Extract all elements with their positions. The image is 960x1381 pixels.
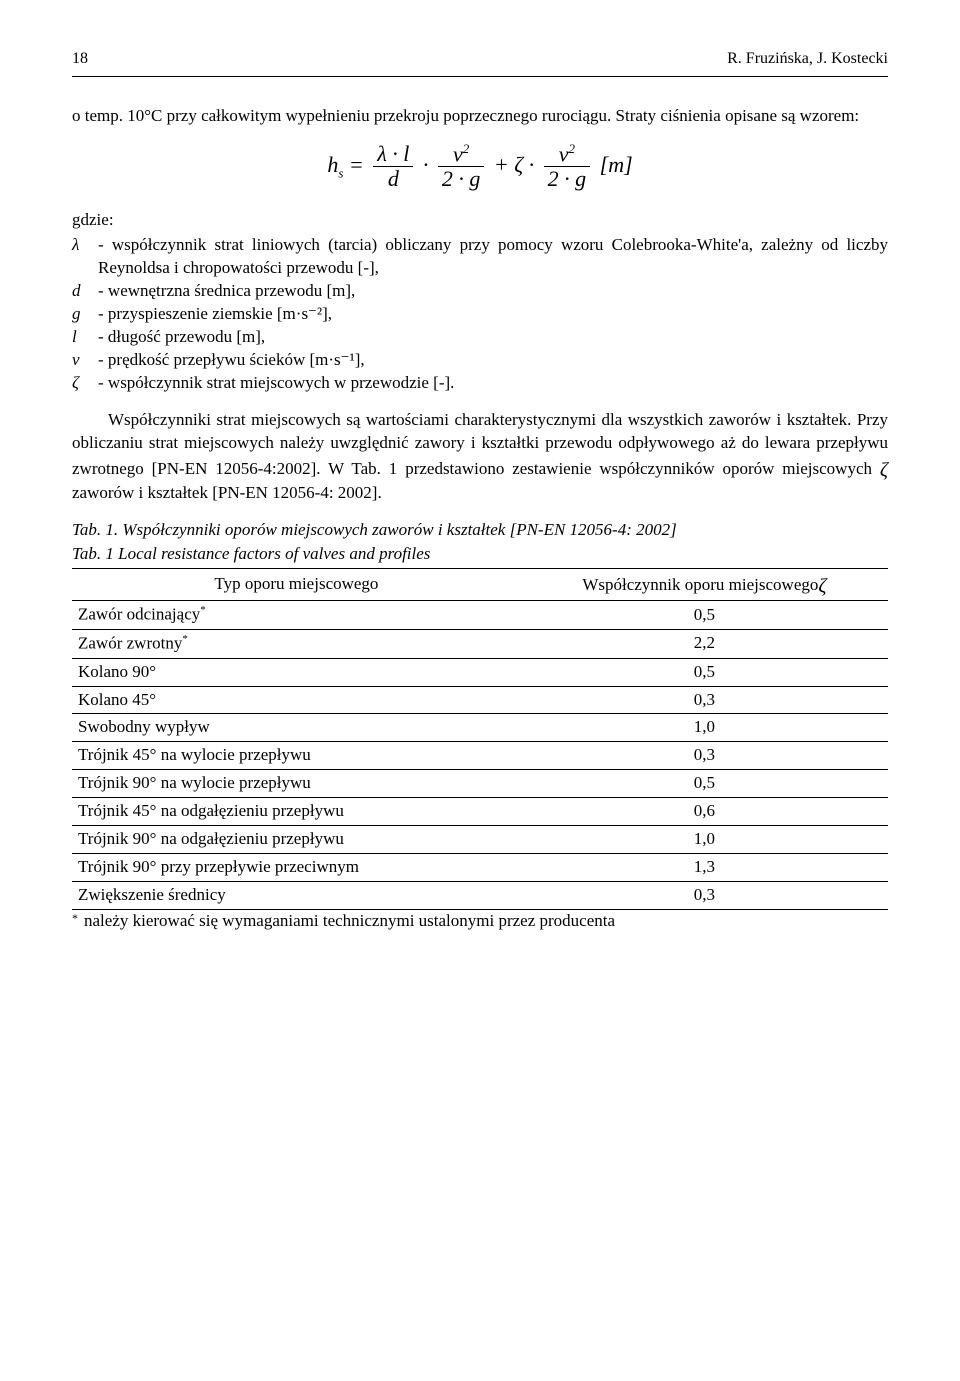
- formula-dot-2: ·: [529, 151, 535, 176]
- para2-zeta: ζ: [880, 459, 888, 481]
- row-value: 1,0: [521, 826, 888, 854]
- frac-num-1: λ · l: [373, 142, 413, 167]
- para2-text-a: Współczynniki strat miejscowych są warto…: [72, 410, 888, 478]
- table-row: Trójnik 90° na odgałęzieniu przepływu1,0: [72, 826, 888, 854]
- table-row: Kolano 45°0,3: [72, 686, 888, 714]
- row-label: Zawór odcinający*: [72, 601, 521, 630]
- table-row: Trójnik 90° przy przepływie przeciwnym1,…: [72, 854, 888, 882]
- table-row: Zawór odcinający*0,5: [72, 601, 888, 630]
- page-number: 18: [72, 48, 88, 70]
- table-row: Kolano 90°0,5: [72, 658, 888, 686]
- row-label: Trójnik 45° na wylocie przepływu: [72, 742, 521, 770]
- footnote-star: *: [72, 910, 78, 933]
- row-label: Trójnik 90° na odgałęzieniu przepływu: [72, 826, 521, 854]
- row-value: 0,6: [521, 798, 888, 826]
- def-text: - przyspieszenie ziemskie [m·s⁻²],: [98, 303, 888, 326]
- def-symbol: v: [72, 349, 98, 372]
- def-symbol: ζ: [72, 372, 98, 395]
- def-line: v - prędkość przepływu ścieków [m·s⁻¹],: [72, 349, 888, 372]
- table-row: Trójnik 90° na wylocie przepływu0,5: [72, 770, 888, 798]
- table-col-type: Typ oporu miejscowego: [72, 569, 521, 601]
- formula-h: h: [327, 151, 338, 176]
- def-text: - długość przewodu [m],: [98, 326, 888, 349]
- header-rule: [72, 76, 888, 77]
- row-value: 0,5: [521, 770, 888, 798]
- table-row: Zawór zwrotny*2,2: [72, 630, 888, 659]
- row-label: Trójnik 90° na wylocie przepływu: [72, 770, 521, 798]
- row-star: *: [200, 604, 206, 616]
- def-line: d - wewnętrzna średnica przewodu [m],: [72, 280, 888, 303]
- row-label: Trójnik 45° na odgałęzieniu przepływu: [72, 798, 521, 826]
- paragraph-2: Współczynniki strat miejscowych są warto…: [72, 409, 888, 505]
- formula-zeta: ζ: [514, 151, 523, 176]
- row-value: 0,3: [521, 882, 888, 910]
- v-sup-b: 2: [569, 141, 576, 156]
- table-row: Swobodny wypływ1,0: [72, 714, 888, 742]
- table-col-coeff: Współczynnik oporu miejscowegoζ: [521, 569, 888, 601]
- table-row: Trójnik 45° na odgałęzieniu przepływu0,6: [72, 798, 888, 826]
- row-star: *: [182, 633, 188, 645]
- def-symbol: l: [72, 326, 98, 349]
- frac-num-3: v2: [544, 142, 591, 168]
- frac-v2-2g-b: v2 2 · g: [544, 142, 591, 192]
- frac-v2-2g-a: v2 2 · g: [438, 142, 485, 192]
- formula-h-sub: s: [338, 165, 343, 180]
- symbol-definitions: gdzie: λ - współczynnik strat liniowych …: [72, 209, 888, 395]
- table-row: Trójnik 45° na wylocie przepływu0,3: [72, 742, 888, 770]
- resistance-factors-table: Typ oporu miejscowego Współczynnik oporu…: [72, 568, 888, 910]
- row-label: Zwiększenie średnicy: [72, 882, 521, 910]
- footnote-text: należy kierować się wymaganiami technicz…: [84, 910, 615, 933]
- row-value: 0,3: [521, 742, 888, 770]
- row-value: 0,5: [521, 658, 888, 686]
- def-text: - współczynnik strat miejscowych w przew…: [98, 372, 888, 395]
- col2-text: Współczynnik oporu miejscowego: [582, 575, 818, 594]
- def-line: g - przyspieszenie ziemskie [m·s⁻²],: [72, 303, 888, 326]
- formula-plus: +: [494, 151, 509, 176]
- def-text: - współczynnik strat liniowych (tarcia) …: [98, 234, 888, 280]
- frac-den-3: 2 · g: [544, 167, 591, 191]
- row-value: 0,5: [521, 601, 888, 630]
- row-label: Trójnik 90° przy przepływie przeciwnym: [72, 854, 521, 882]
- row-value: 0,3: [521, 686, 888, 714]
- v-sup-a: 2: [463, 141, 470, 156]
- table-footnote: * należy kierować się wymaganiami techni…: [72, 910, 888, 933]
- table-header-row: Typ oporu miejscowego Współczynnik oporu…: [72, 569, 888, 601]
- row-value: 1,3: [521, 854, 888, 882]
- formula-dot-1: ·: [423, 151, 429, 176]
- v-sym-b: v: [559, 141, 569, 166]
- frac-num-2: v2: [438, 142, 485, 168]
- table-row: Zwiększenie średnicy0,3: [72, 882, 888, 910]
- page-header: 18 R. Fruzińska, J. Kostecki: [72, 48, 888, 70]
- para2-text-b: zaworów i kształtek [PN-EN 12056-4: 2002…: [72, 483, 382, 502]
- frac-den-2: 2 · g: [438, 167, 485, 191]
- intro-paragraph: o temp. 10°C przy całkowitym wypełnieniu…: [72, 105, 888, 128]
- pressure-loss-formula: hs = λ · l d · v2 2 · g + ζ · v2 2 · g […: [72, 142, 888, 192]
- frac-den-1: d: [373, 167, 413, 191]
- def-line: l - długość przewodu [m],: [72, 326, 888, 349]
- row-label: Swobodny wypływ: [72, 714, 521, 742]
- row-value: 1,0: [521, 714, 888, 742]
- col2-zeta: ζ: [818, 575, 826, 597]
- frac-lambda-l-d: λ · l d: [373, 142, 413, 191]
- formula-unit: [m]: [600, 151, 633, 176]
- v-sym-a: v: [453, 141, 463, 166]
- def-symbol: g: [72, 303, 98, 326]
- row-value: 2,2: [521, 630, 888, 659]
- formula-eq: =: [349, 151, 364, 176]
- def-line: ζ - współczynnik strat miejscowych w prz…: [72, 372, 888, 395]
- def-text: - wewnętrzna średnica przewodu [m],: [98, 280, 888, 303]
- def-text: - prędkość przepływu ścieków [m·s⁻¹],: [98, 349, 888, 372]
- def-symbol: d: [72, 280, 98, 303]
- table-caption-pl: Tab. 1. Współczynniki oporów miejscowych…: [72, 519, 888, 542]
- table-caption-en: Tab. 1 Local resistance factors of valve…: [72, 543, 888, 566]
- row-label: Kolano 45°: [72, 686, 521, 714]
- def-line: λ - współczynnik strat liniowych (tarcia…: [72, 234, 888, 280]
- row-label: Zawór zwrotny*: [72, 630, 521, 659]
- defs-lead: gdzie:: [72, 209, 888, 232]
- row-label: Kolano 90°: [72, 658, 521, 686]
- def-symbol: λ: [72, 234, 98, 280]
- header-authors: R. Fruzińska, J. Kostecki: [727, 48, 888, 70]
